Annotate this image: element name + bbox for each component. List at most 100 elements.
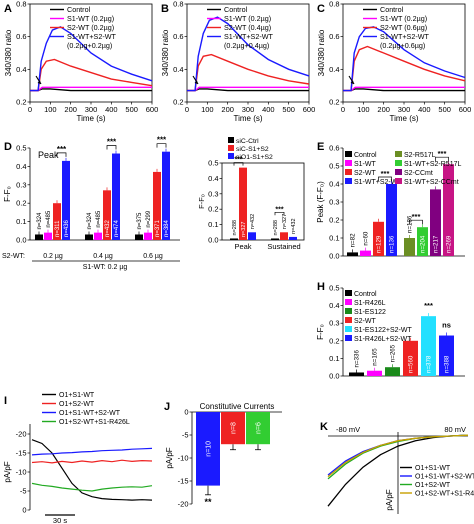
significance-bracket	[409, 219, 423, 225]
y-tick-label: 0.4	[16, 65, 26, 74]
y-tick-label: 0.3	[329, 319, 339, 328]
series-line-control	[30, 88, 152, 92]
s2-dose-label: S2-WT:	[2, 253, 25, 260]
panel-letter: I	[4, 395, 7, 407]
n-label: n=336	[354, 350, 361, 368]
n-label: n=136	[389, 235, 396, 253]
group-label: 0.2 µg	[43, 253, 63, 260]
n-label: n=324	[87, 212, 93, 230]
y-tick-label: 0.2	[208, 205, 218, 214]
series-line-s1-wt-0-2-g-	[30, 86, 152, 92]
significance-bracket	[378, 176, 392, 181]
legend-swatch	[228, 137, 234, 143]
series-line-o1-s1-wt-s2-wt	[31, 447, 153, 456]
significance-bracket	[156, 143, 167, 148]
n-label: n=432	[291, 218, 297, 233]
legend-label: (0.2µg+0.4µg)	[224, 41, 269, 50]
category-label: Peak	[234, 242, 251, 251]
x-tick-label: 100	[357, 105, 370, 114]
legend-label: S2-WT	[354, 170, 377, 177]
legend-label: O1+S1-WT+S2-WT	[59, 410, 121, 417]
n-label: n=432	[250, 214, 256, 229]
significance-stars: ***	[381, 169, 390, 178]
y-tick-label: 0.0	[208, 236, 218, 245]
significance-stars: ***	[57, 145, 67, 154]
y-tick-label: 0.8	[173, 0, 183, 9]
bar-s2-wt	[103, 190, 111, 240]
y-tick-label: 0.1	[208, 220, 218, 229]
panel-letter: C	[317, 3, 325, 15]
legend-label: O1+S2-WT+S1-R426L	[59, 419, 130, 426]
n-label: n=60	[363, 231, 370, 245]
legend-swatch	[345, 308, 352, 314]
x-tick-label: 600	[303, 105, 316, 114]
legend-label: S1-R426L+S2-WT	[354, 336, 412, 343]
legend-label: S1-R426L	[354, 300, 386, 307]
legend-label: (0.2µg+0.6µg)	[380, 41, 425, 50]
n-label: n=217	[433, 235, 440, 253]
y-tick-label: 0.1	[16, 217, 26, 226]
series-line-control	[187, 88, 309, 92]
legend-label: S1-WT	[354, 161, 377, 168]
x-tick-label: 300	[242, 105, 255, 114]
bar-sio1-s1-s2	[289, 236, 297, 240]
panel-letter: E	[317, 141, 324, 153]
legend-swatch	[345, 160, 352, 166]
y-axis-label: F-F₀	[3, 186, 12, 202]
series-line-o1-s2-wt-s1-r426l	[327, 434, 469, 478]
y-tick-label: 0.1	[329, 354, 339, 363]
legend-swatch	[345, 178, 352, 184]
legend-label: siO1-S1+S2	[236, 154, 273, 161]
bar-control	[85, 234, 93, 240]
bar-s1-wt	[360, 250, 371, 256]
series-line-s2-wt-0-4-g-	[187, 53, 310, 92]
x-tick-label: 300	[85, 105, 98, 114]
x-tick-label: 400	[105, 105, 118, 114]
bar-s2-wt	[403, 340, 418, 376]
bar-control	[347, 252, 358, 256]
bar-sic-ctrl	[271, 238, 279, 240]
n-label: n=324	[37, 212, 43, 230]
y-axis-label: Peak (F-F₀)	[316, 181, 325, 223]
legend-label: O1+S1-WT	[415, 465, 451, 472]
legend-label: S1-WT+S2-WT	[354, 179, 402, 186]
series-line-o1-s2-wt	[31, 459, 153, 464]
legend-label: O1+S2-WT	[59, 401, 95, 408]
n-label: n=371	[155, 219, 161, 237]
y-tick-label: 0.8	[329, 0, 339, 9]
y-tick-label: 0	[22, 506, 26, 515]
y-tick-label: 0.6	[329, 32, 339, 41]
legend-swatch	[395, 160, 402, 166]
plot-frame-D-inset	[221, 162, 305, 241]
series-line-o1-s2-wt-s1-r426l	[31, 482, 153, 492]
x-tick-label: 500	[282, 105, 295, 114]
legend-label: S1-WT+S2-WT	[67, 32, 117, 41]
legend-label: S1-ES122+S2-WT	[354, 327, 412, 334]
legend-label: S2-WT (0.4µg)	[224, 23, 271, 32]
x-tick-label: 100	[201, 105, 214, 114]
x-tick-label: 600	[146, 105, 159, 114]
n-label: n=485	[96, 210, 102, 228]
bar-o1-s2-wt	[221, 412, 245, 445]
legend-label: O1+S2-WT+S1-R426L	[415, 491, 474, 498]
panel-title: Constitutive Currents	[200, 402, 275, 411]
significance-stars: ***	[234, 157, 242, 164]
significance-bracket	[56, 152, 67, 157]
n-label: n=388	[444, 355, 451, 373]
stimulus-arrowhead-icon	[350, 80, 354, 84]
legend-label: S2-CCmt	[404, 170, 433, 177]
y-tick-label: 0.5	[208, 159, 218, 168]
panel-letter: K	[320, 421, 328, 433]
y-tick-label: 0.1	[329, 234, 339, 243]
y-axis-label: 340/380 ratio	[161, 29, 170, 76]
legend-swatch	[345, 169, 352, 175]
bar-s1-es122-s2-wt	[421, 316, 436, 376]
bar-o1-s2-wt-s1-r426l	[246, 412, 270, 445]
y-tick-label: 0.4	[329, 65, 339, 74]
n-label: n=375	[137, 212, 143, 230]
bar-s1-wt-s2-wt	[112, 153, 120, 240]
y-tick-label: -20	[178, 500, 189, 509]
y-axis-label: pA/pF	[3, 461, 12, 482]
significance-stars: **	[204, 497, 212, 507]
n-label: n=204	[420, 235, 427, 253]
